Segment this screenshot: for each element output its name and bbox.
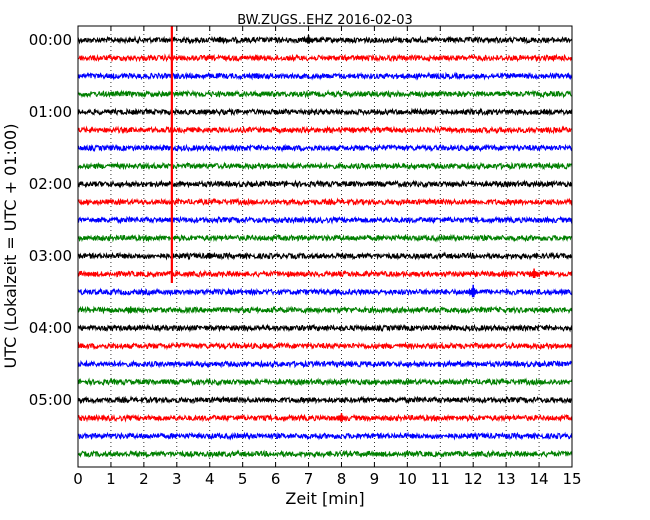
y-axis-label: UTC (Lokalzeit = UTC + 01:00) [1, 124, 20, 369]
x-axis: 0 1 2 3 4 5 6 7 8 9 10 11 12 13 14 15 [73, 26, 582, 488]
seismic-trace [77, 215, 573, 225]
y-tick-label: 04:00 [29, 319, 72, 337]
y-tick-label: 05:00 [29, 391, 72, 409]
seismic-trace [77, 179, 573, 189]
seismic-trace [77, 269, 573, 279]
x-tick-label: 13 [497, 470, 516, 488]
x-tick-label: 4 [205, 470, 215, 488]
x-tick-label: 11 [431, 470, 450, 488]
seismic-trace [77, 89, 573, 99]
event-burst [528, 268, 540, 278]
seismic-trace [77, 377, 573, 387]
event-burst [125, 306, 136, 313]
seismic-trace [77, 341, 573, 351]
seismic-trace [77, 197, 573, 207]
x-tick-label: 0 [73, 470, 83, 488]
seismic-trace [77, 449, 573, 459]
seismic-trace [77, 125, 573, 135]
x-tick-label: 15 [562, 470, 581, 488]
x-tick-label: 1 [106, 470, 116, 488]
x-tick-label: 12 [464, 470, 483, 488]
y-tick-label: 00:00 [29, 31, 72, 49]
seismic-trace [77, 395, 573, 405]
x-tick-label: 6 [271, 470, 281, 488]
seismic-trace [77, 161, 573, 171]
seismic-trace [77, 413, 573, 423]
y-axis: 00:00 01:00 02:00 03:00 04:00 05:00 [29, 31, 572, 409]
x-tick-label: 5 [238, 470, 248, 488]
event-burst [467, 284, 479, 298]
chart-title: BW.ZUGS..EHZ 2016-02-03 [237, 13, 413, 28]
y-tick-label: 01:00 [29, 103, 72, 121]
x-tick-label: 10 [398, 470, 417, 488]
seismic-trace [77, 287, 573, 297]
x-tick-label: 14 [530, 470, 549, 488]
event-burst [336, 413, 347, 422]
plot-frame [77, 25, 573, 468]
seismic-trace [77, 431, 573, 441]
x-axis-label: Zeit [min] [285, 489, 364, 508]
event-burst [214, 36, 225, 43]
event-burst [303, 34, 314, 44]
event-burst [204, 252, 215, 259]
traces [77, 35, 573, 459]
seismic-trace [78, 305, 573, 315]
x-tick-label: 2 [139, 470, 149, 488]
x-tick-label: 3 [172, 470, 182, 488]
seismic-trace [77, 143, 573, 153]
x-tick-label: 9 [370, 470, 380, 488]
seismic-trace [77, 359, 573, 369]
events [125, 26, 540, 422]
seismic-trace [77, 251, 573, 261]
x-tick-label: 8 [337, 470, 347, 488]
grid [110, 26, 540, 467]
x-tick-label: 7 [304, 470, 314, 488]
seismic-trace [77, 107, 573, 117]
seismic-trace [77, 53, 573, 63]
seismic-trace [77, 323, 573, 333]
seismic-trace [77, 71, 573, 81]
seismic-trace [77, 35, 573, 45]
seismic-trace [77, 233, 573, 243]
y-tick-label: 03:00 [29, 247, 72, 265]
y-tick-label: 02:00 [29, 175, 72, 193]
